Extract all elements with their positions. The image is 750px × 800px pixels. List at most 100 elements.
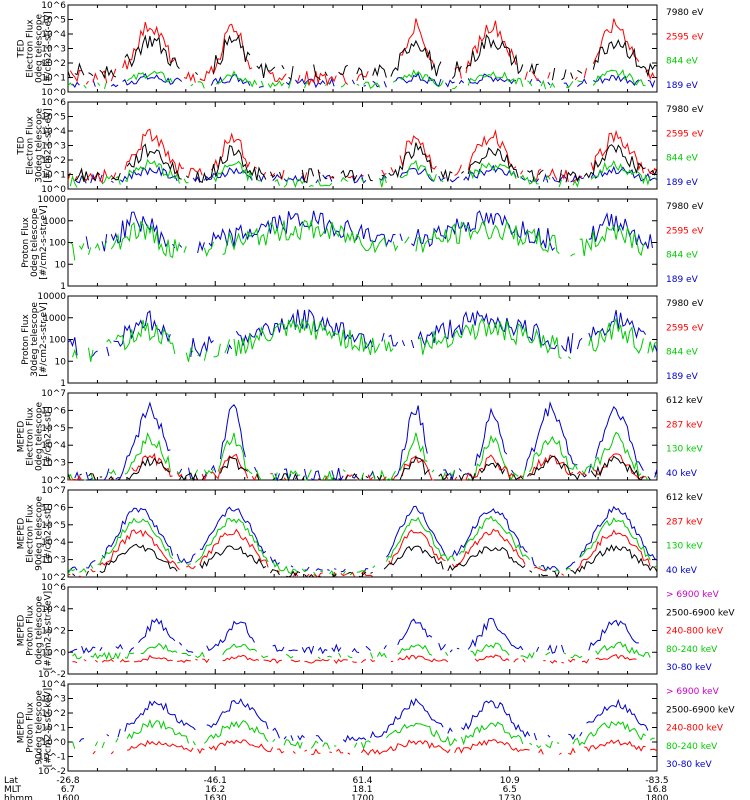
y-tick-label: 10^4 <box>41 605 66 615</box>
panel-frame <box>67 489 658 578</box>
legend-label: 240-800 keV <box>666 724 724 734</box>
y-tick-label: 10^4 <box>41 680 66 690</box>
y-axis-label-line: MEPED <box>17 421 27 453</box>
series-trace <box>73 642 658 659</box>
x-tick-mlt: 18.1 <box>352 785 372 795</box>
y-axis-label-line: 0deg telescope <box>35 596 45 666</box>
series-trace <box>72 317 658 362</box>
legend-label: 844 eV <box>666 57 699 67</box>
panel-7: 10^-210^-110^010^110^210^310^4MEPEDProto… <box>17 680 736 777</box>
series-trace <box>67 142 658 184</box>
legend-label: 7980 eV <box>666 8 704 18</box>
y-axis-label: Proton Flux30deg telescope[#/cm2-s-str-e… <box>21 302 49 377</box>
y-tick-label: 10^3 <box>41 695 66 705</box>
legend-label: 130 keV <box>666 445 703 455</box>
y-tick-label: 10^4 <box>41 441 66 451</box>
y-axis-label-line: [#/cm2-s-str-eV] <box>39 302 49 377</box>
x-tick-mlt: 16.2 <box>205 785 225 795</box>
y-tick-label: 10^2 <box>41 156 66 166</box>
y-axis-label-line: 30deg telescope <box>35 108 45 183</box>
y-axis-label-line: Proton Flux <box>26 605 36 656</box>
series-trace <box>68 70 650 89</box>
legend-label: 844 eV <box>666 154 699 164</box>
y-tick-label: 10^6 <box>41 1 66 11</box>
y-axis-label-line: [#/cm2-s-str-keV] <box>44 688 54 767</box>
series-trace <box>72 718 655 750</box>
y-axis-label-line: 0deg telescope <box>35 14 45 84</box>
y-axis-label-line: 90deg telescope <box>35 690 45 765</box>
y-axis-label: MEPEDProton Flux90deg telescope[#/cm2-s-… <box>17 688 54 767</box>
y-tick-label: 10^7 <box>41 389 66 399</box>
y-axis-label-line: [#/cm2-s-str-eV] <box>39 205 49 280</box>
legend-label: 189 eV <box>666 178 699 188</box>
y-tick-label: 10^7 <box>41 486 66 496</box>
x-tick-mlt: 16.8 <box>647 785 667 795</box>
legend-label: 844 eV <box>666 251 699 261</box>
y-axis-label-line: Electron Flux <box>26 407 36 466</box>
y-axis-label-line: Electron Flux <box>26 19 36 78</box>
y-tick-label: 10^1 <box>41 74 66 84</box>
legend-label: 287 keV <box>666 420 703 430</box>
y-axis-label-line: Proton Flux <box>26 702 36 753</box>
panel-4: 10^2 10^3 10^4 10^5 10^6 10^7 MEPEDElectron Fl… <box>17 389 704 486</box>
y-tick-label: 10^0 <box>41 185 66 195</box>
legend-label: 80-240 keV <box>666 645 718 655</box>
y-tick-label: 10000 <box>37 195 66 205</box>
legend-label: 30-80 keV <box>666 760 712 770</box>
y-tick-label: 10^3 <box>41 459 66 469</box>
y-tick-label: 10^0 <box>41 88 66 98</box>
y-axis-label-line: [#/cm2-s-str] <box>44 503 54 563</box>
x-row-label: hhmm <box>4 794 33 800</box>
y-tick-label: 10^1 <box>41 724 66 734</box>
x-tick-mlt: 6.5 <box>503 785 517 795</box>
y-tick-label: 10^3 <box>41 142 66 152</box>
series-trace <box>92 739 658 756</box>
series-trace <box>67 515 658 576</box>
series-trace <box>72 72 656 89</box>
y-tick-label: 10^0 <box>41 738 66 748</box>
legend-label: 287 keV <box>666 517 703 527</box>
y-tick-label: 10^-2 <box>38 767 66 777</box>
y-axis-label-line: 90deg telescope <box>35 496 45 571</box>
x-row-label: Lat <box>4 776 19 786</box>
legend-label: 7980 eV <box>666 202 704 212</box>
y-tick-label: 10^5 <box>41 521 66 531</box>
y-axis-label-line: [#/cm2-s-str-eV] <box>44 11 54 86</box>
y-tick-label: 100 <box>49 336 66 346</box>
series-trace <box>67 505 658 573</box>
legend-label: 844 eV <box>666 348 699 358</box>
y-tick-label: 10^6 <box>41 98 66 108</box>
legend-label: 40 keV <box>666 566 698 576</box>
legend-label: 7980 eV <box>666 105 704 115</box>
y-tick-label: 10^4 <box>41 538 66 548</box>
panel-1: 10^010^110^210^310^410^510^6TEDElectron … <box>17 98 705 195</box>
series-trace <box>67 455 658 482</box>
legend-label: 30-80 keV <box>666 663 712 673</box>
legend-label: 189 eV <box>666 275 699 285</box>
y-tick-label: 1 <box>60 282 66 292</box>
series-trace <box>70 618 650 653</box>
legend-label: 189 eV <box>666 81 699 91</box>
y-axis-label-line: Electron Flux <box>26 116 36 175</box>
y-axis-label-line: Proton Flux <box>21 314 31 365</box>
series-trace <box>86 211 657 253</box>
y-axis-label: TEDElectron Flux30deg telescope[#/cm2-s-… <box>17 108 54 183</box>
x-tick-hhmm: 1800 <box>646 794 669 800</box>
series-trace <box>72 543 658 579</box>
legend-label: 2595 eV <box>666 129 704 139</box>
legend-label: 189 eV <box>666 372 699 382</box>
series-trace <box>67 308 658 358</box>
series-trace <box>79 697 649 743</box>
y-tick-label: 10^6 <box>41 583 66 593</box>
legend-label: 80-240 keV <box>666 742 718 752</box>
y-tick-label: 10^2 <box>41 709 66 719</box>
legend-label: 2595 eV <box>666 323 704 333</box>
legend-label: > 6900 keV <box>666 687 720 697</box>
legend-label: 7980 eV <box>666 299 704 309</box>
legend-label: 612 keV <box>666 493 703 503</box>
panel-0: 10^010^110^210^310^410^510^6TEDElectron … <box>17 1 705 98</box>
y-axis-label-line: [#/cm2-s-str-eV] <box>44 108 54 183</box>
y-tick-label: 10^4 <box>41 127 66 137</box>
